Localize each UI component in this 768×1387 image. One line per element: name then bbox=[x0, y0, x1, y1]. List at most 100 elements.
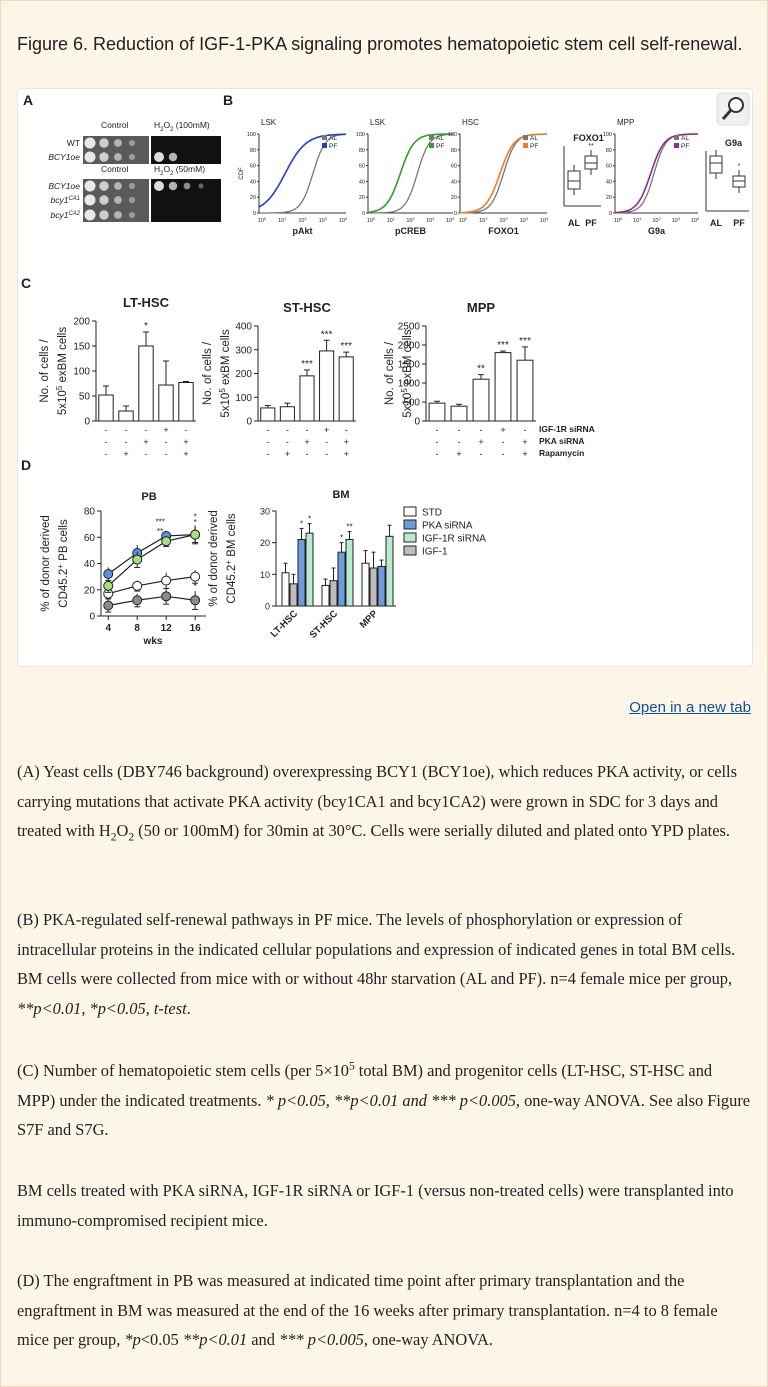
cdf-curve-al bbox=[259, 133, 347, 214]
text-run: H bbox=[154, 164, 160, 174]
legend-swatch bbox=[429, 135, 434, 140]
box bbox=[709, 155, 723, 174]
y-tick-label: 100 bbox=[356, 132, 365, 138]
text-run: No. of cells / bbox=[202, 341, 214, 405]
bar bbox=[361, 562, 370, 607]
text-run: 10 bbox=[278, 218, 284, 224]
open-link[interactable]: Open in a new tab bbox=[629, 699, 751, 716]
legend-swatch bbox=[403, 532, 417, 543]
cdf-curve-pf bbox=[460, 133, 547, 214]
bar bbox=[428, 402, 446, 422]
text-run: CA1 bbox=[68, 196, 80, 202]
y-tick-label: 80 bbox=[359, 148, 365, 154]
strain-label: WT bbox=[67, 138, 80, 148]
bar bbox=[338, 356, 354, 422]
text-run: 2 bbox=[128, 831, 135, 844]
text-run: 10 bbox=[387, 218, 393, 224]
treatment-sign: + bbox=[123, 449, 128, 459]
zoom-lens bbox=[728, 97, 744, 113]
legend-label: AL bbox=[681, 135, 689, 142]
treatment-label: Rapamycin bbox=[539, 448, 584, 458]
bar bbox=[305, 532, 314, 607]
series-line bbox=[108, 595, 196, 607]
x-tick-label: 8 bbox=[134, 623, 140, 634]
bar bbox=[178, 382, 194, 422]
x-tick-label: 103 bbox=[520, 217, 528, 224]
text-run: 0 bbox=[620, 217, 622, 221]
y-tick-label: 0 bbox=[414, 417, 420, 428]
series-point bbox=[132, 554, 143, 565]
legend-swatch bbox=[403, 545, 417, 556]
legend-swatch bbox=[523, 143, 528, 148]
y-tick-label: 200 bbox=[235, 369, 252, 380]
text-run: * p<0.05, **p<0.01 and *** p<0.005 bbox=[265, 1090, 516, 1110]
text-run: 10 bbox=[614, 218, 620, 224]
y-tick-label: 100 bbox=[448, 132, 457, 138]
yeast-spot bbox=[154, 181, 164, 191]
cdf-curve-pf bbox=[367, 133, 453, 214]
text-run: (A) Yeast cells (DBY746 background) over… bbox=[17, 762, 737, 841]
y-axis-label: CD45.2+ PB cells bbox=[56, 519, 71, 608]
text-run: 5 bbox=[348, 1060, 355, 1073]
text-run: 1 bbox=[393, 217, 395, 221]
text-run: 10 bbox=[406, 218, 412, 224]
significance: *** bbox=[156, 518, 165, 527]
text-run: exBM cells bbox=[402, 329, 414, 388]
chart-title: MPP bbox=[467, 300, 496, 315]
yeast-spot bbox=[114, 196, 122, 204]
text-run: 1 bbox=[485, 217, 487, 221]
yeast-spot bbox=[128, 153, 136, 161]
x-tick-label: 104 bbox=[339, 217, 348, 224]
treatment-sign: - bbox=[286, 437, 289, 447]
significance: * bbox=[144, 321, 148, 332]
series-point bbox=[103, 569, 114, 579]
y-tick-label: 80 bbox=[606, 148, 612, 154]
legend-label: IGF-1R siRNA bbox=[422, 534, 486, 545]
bar bbox=[158, 384, 174, 422]
panel-letter: C bbox=[21, 275, 31, 291]
chart-title: ST-HSC bbox=[283, 300, 331, 315]
text-run: . bbox=[186, 998, 191, 1018]
x-tick-label: 100 bbox=[367, 217, 375, 224]
cdf-curve-pf bbox=[258, 133, 347, 208]
bar bbox=[369, 567, 378, 607]
y-axis-label: 5x105 exBM cells bbox=[55, 327, 70, 415]
y-tick-label: 40 bbox=[359, 179, 365, 185]
bar bbox=[279, 406, 295, 422]
treatment-sign: + bbox=[143, 437, 148, 447]
chart-title: BM bbox=[332, 489, 349, 501]
series-point bbox=[190, 571, 201, 582]
text-run: O bbox=[163, 120, 170, 130]
text-run: 3 bbox=[678, 217, 680, 221]
plate-column-label: Control bbox=[101, 164, 129, 174]
y-axis-label: 5x105 exBM cells bbox=[400, 329, 415, 417]
text-run: 3 bbox=[432, 217, 434, 221]
bar bbox=[281, 572, 290, 607]
treatment-sign: - bbox=[286, 425, 289, 435]
text-run: + bbox=[56, 564, 65, 569]
zoom-icon[interactable] bbox=[716, 92, 750, 126]
text-run: 10 bbox=[367, 218, 373, 224]
x-tick-label: 102 bbox=[499, 217, 507, 224]
treatment-sign: - bbox=[325, 449, 328, 459]
y-tick-label: 40 bbox=[84, 559, 96, 570]
significance: ** bbox=[477, 364, 485, 375]
x-tick-label: 101 bbox=[278, 217, 286, 224]
text-run: CA2 bbox=[68, 211, 80, 217]
treatment-sign: - bbox=[502, 437, 505, 447]
text-run: + bbox=[224, 560, 233, 565]
y-tick-label: 500 bbox=[403, 398, 420, 409]
series-point bbox=[132, 595, 143, 606]
x-tick-label: 101 bbox=[479, 217, 487, 224]
text-run: WT bbox=[67, 138, 80, 148]
y-tick-label: 2500 bbox=[398, 322, 421, 333]
text-run: No. of cells / bbox=[384, 341, 396, 405]
legend-label: STD bbox=[422, 508, 442, 519]
treatment-sign: - bbox=[325, 437, 328, 447]
text-run: , one-way ANOVA. bbox=[363, 1330, 493, 1350]
text-run: (C) Number of hematopoietic stem cells (… bbox=[17, 1061, 349, 1080]
text-run: % of donor derived bbox=[40, 515, 52, 612]
treatment-sign: - bbox=[345, 425, 348, 435]
significance: *** bbox=[301, 359, 313, 370]
